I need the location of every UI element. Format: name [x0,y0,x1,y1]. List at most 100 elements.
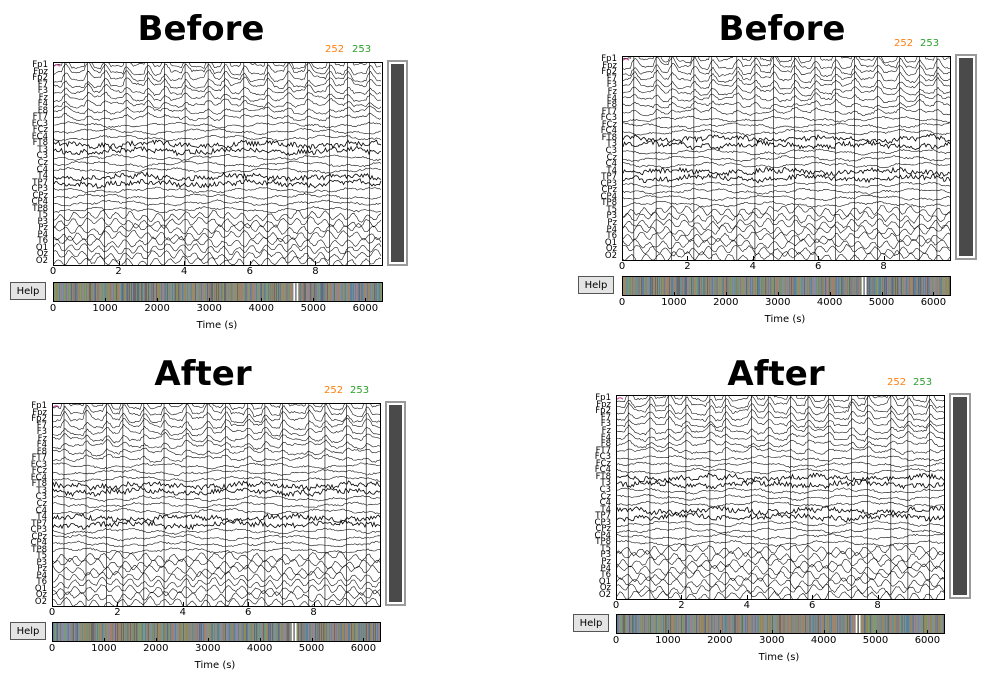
overview-stripe [919,277,920,295]
overview-stripe [712,615,713,633]
overview-stripe [817,615,818,633]
overview-marker [861,277,864,295]
tick-mark [752,256,754,260]
overview-stripe [807,277,808,295]
channel-scrollbar[interactable] [385,401,406,606]
tick-label: 2000 [143,643,169,654]
channel-trace [54,128,382,135]
time-overview-scrollbar[interactable] [622,276,951,296]
scrollbar-thumb[interactable] [389,405,402,602]
overview-stripe [339,623,340,641]
overview-stripe [370,283,371,301]
overview-stripe [182,283,183,301]
channel-label: TP7 [31,518,47,529]
eeg-trace-plot[interactable] [52,403,381,607]
time-overview-scrollbar[interactable] [52,622,381,642]
overview-stripe [933,615,934,633]
overview-stripe [274,623,275,641]
overview-stripe [145,623,146,641]
overview-stripe [209,623,210,641]
overview-stripe [192,283,193,301]
overview-stripe [143,283,144,301]
eeg-trace-plot[interactable] [622,56,951,261]
overview-stripe [145,283,146,301]
overview-stripe [276,623,277,641]
overview-stripe [124,283,125,301]
overview-stripe [241,623,242,641]
overview-stripe [205,623,206,641]
help-button[interactable]: Help [10,622,46,640]
help-button[interactable]: Help [573,614,609,632]
overview-stripe [334,623,335,641]
overview-stripe [922,615,923,633]
tick-label: 4 [181,266,188,277]
channel-label: FT7 [595,445,611,456]
overview-stripe [884,615,885,633]
overview-stripe [722,615,723,633]
overview-stripe [219,623,220,641]
overview-stripe [716,615,717,633]
channel-label: P3 [36,557,47,568]
overview-stripe [224,623,225,641]
overview-stripe [350,623,351,641]
overview-stripe [655,615,656,633]
overview-stripe [749,277,750,295]
time-overview-scrollbar[interactable] [616,614,945,634]
overview-stripe [103,283,104,301]
time-overview-scrollbar[interactable] [53,282,383,302]
channel-labels: Fp1 Fpz Fp2 F7 F3 Fz F4 F8 FT7 FC3 FCz FC4 FT8 T3 C3 Cz… [565,394,613,598]
help-button[interactable]: Help [10,282,46,300]
channel-label: Fp1 [601,54,617,65]
overview-stripe [687,615,688,633]
overview-stripe [849,615,850,633]
overview-stripe [820,615,821,633]
overview-stripe [223,623,224,641]
overview-stripe [856,277,857,295]
channel-label: T5 [37,210,48,221]
channel-scrollbar[interactable] [387,60,408,266]
overview-stripe [90,623,91,641]
overview-stripe [622,615,623,633]
overview-stripe [863,277,864,295]
channel-scrollbar[interactable] [955,54,977,260]
overview-stripe [755,615,756,633]
tick-label: 1000 [92,303,118,314]
overview-stripe [317,623,318,641]
overview-stripe [853,615,854,633]
overview-stripe [845,277,846,295]
overview-stripe [653,615,654,633]
overview-stripe [778,277,779,295]
channel-label: Fpz [33,66,48,77]
scrollbar-thumb[interactable] [959,58,973,256]
overview-stripe [634,277,635,295]
x-axis-label: Time (s) [764,314,806,325]
overview-stripe [779,277,780,295]
overview-stripe [743,615,744,633]
eeg-trace-plot[interactable] [53,62,383,266]
overview-stripe [227,623,228,641]
overview-stripe [620,615,621,633]
overview-stripe [206,623,207,641]
scrollbar-thumb[interactable] [391,64,404,262]
channel-label: Oz [605,244,617,255]
scrollbar-thumb[interactable] [953,397,967,595]
overview-stripe [762,277,763,295]
overview-stripe [680,615,681,633]
overview-stripe [910,615,911,633]
channel-scrollbar[interactable] [949,393,971,599]
overview-stripe [200,283,201,301]
overview-stripe [188,283,189,301]
help-button[interactable]: Help [578,276,614,294]
overview-stripe [857,277,858,295]
overview-stripe [881,277,882,295]
overview-stripe [264,283,265,301]
eeg-trace-plot[interactable] [616,395,945,600]
overview-stripe [116,623,117,641]
channel-label: T3 [37,144,48,155]
tick-label: 3000 [196,303,222,314]
overview-stripe [329,623,330,641]
overview-stripe [786,277,787,295]
overview-stripe [346,623,347,641]
overview-stripe [345,623,346,641]
channel-label: F7 [37,79,48,90]
